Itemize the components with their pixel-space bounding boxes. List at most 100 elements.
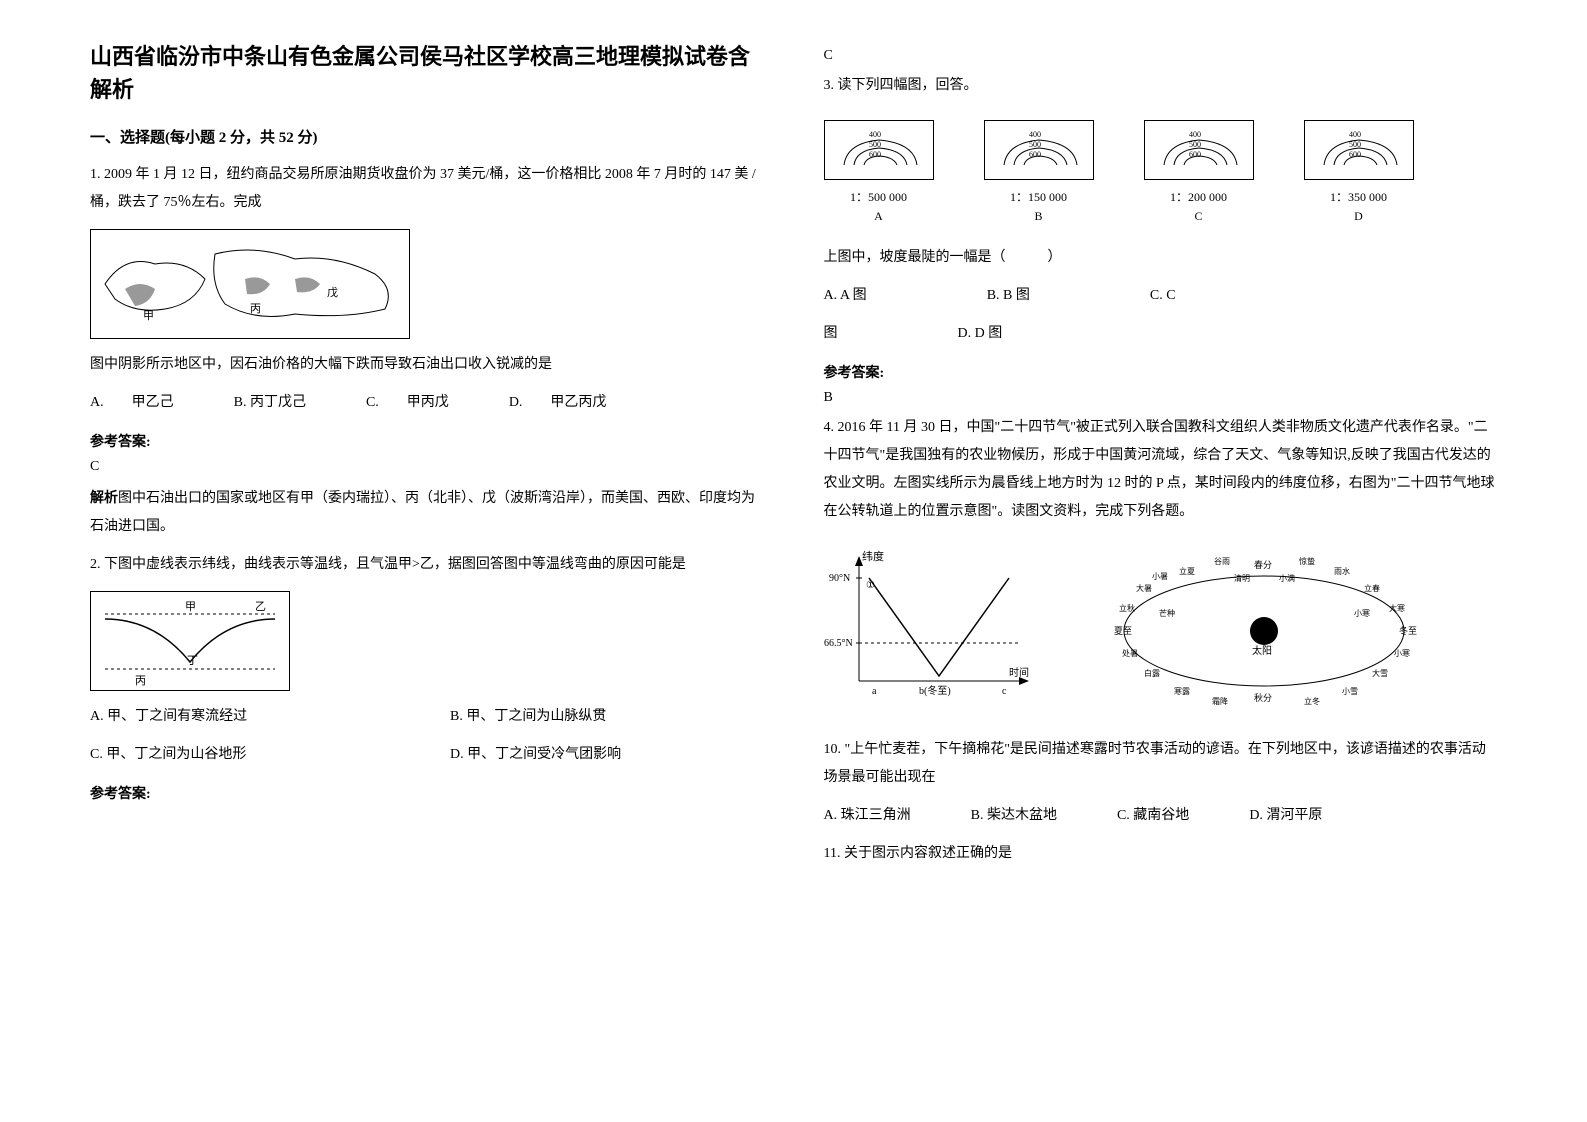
q3-optD: D. D 图 [958, 320, 1003, 348]
svg-text:小暑: 小暑 [1152, 572, 1168, 581]
q2-options-row2: C. 甲、丁之间为山谷地形 D. 甲、丁之间受冷气团影响 [90, 741, 764, 769]
svg-text:惊蛰: 惊蛰 [1299, 556, 1315, 566]
q3-answer-label: 参考答案: [824, 362, 1498, 382]
svg-text:丁: 丁 [187, 655, 198, 667]
q1-stem: 1. 2009 年 1 月 12 日，纽约商品交易所原油期货收盘价为 37 美元… [90, 161, 764, 217]
svg-text:立春: 立春 [1364, 583, 1380, 593]
svg-text:太阳: 太阳 [1252, 644, 1272, 657]
q3-stem: 3. 读下列四幅图，回答。 [824, 72, 1498, 100]
label-D: D [1304, 209, 1414, 224]
svg-text:400: 400 [1189, 130, 1201, 139]
scale-B: 1：150 000 [984, 188, 1094, 205]
svg-text:丙: 丙 [250, 303, 261, 315]
svg-text:夏至: 夏至 [1114, 626, 1132, 636]
q3-answer: B [824, 390, 1498, 406]
contour-box-A: 400 500 600 [824, 120, 934, 180]
svg-text:乙: 乙 [255, 600, 266, 613]
q3-contour-group: 400 500 600 1：500 000 A 400 500 600 1：15… [824, 120, 1498, 224]
svg-text:清明: 清明 [1234, 573, 1250, 583]
q4-figures: 纬度 90°N 66.5°N ① 时间 a b(冬至) c 太阳 [824, 546, 1498, 716]
label-B: B [984, 209, 1094, 224]
svg-text:400: 400 [1029, 130, 1041, 139]
svg-text:寒露: 寒露 [1174, 686, 1190, 696]
svg-text:a: a [872, 686, 877, 697]
q1-map-figure: 甲 丙 戊 [90, 229, 410, 339]
svg-text:600: 600 [1029, 150, 1041, 159]
contour-box-B: 400 500 600 [984, 120, 1094, 180]
q2-answer: C [824, 48, 1498, 64]
q1-after-fig: 图中阴影所示地区中，因石油价格的大幅下跌而导致石油出口收入锐减的是 [90, 351, 764, 379]
contour-D: 400 500 600 1：350 000 D [1304, 120, 1414, 224]
svg-text:①: ① [866, 580, 875, 591]
contour-box-C: 400 500 600 [1144, 120, 1254, 180]
svg-text:500: 500 [1029, 140, 1041, 149]
svg-text:600: 600 [869, 150, 881, 159]
svg-text:600: 600 [1189, 150, 1201, 159]
q2-stem: 2. 下图中虚线表示纬线，曲线表示等温线，且气温甲>乙，据图回答图中等温线弯曲的… [90, 551, 764, 579]
right-column: C 3. 读下列四幅图，回答。 400 500 600 1：500 000 A [794, 40, 1528, 1082]
q2-figure: 甲 乙 丙 丁 [90, 591, 290, 691]
svg-text:小满: 小满 [1279, 573, 1295, 583]
q4-left-figure: 纬度 90°N 66.5°N ① 时间 a b(冬至) c [824, 546, 1044, 706]
svg-text:c: c [1002, 686, 1007, 697]
scale-D: 1：350 000 [1304, 188, 1414, 205]
q10-optB: B. 柴达木盆地 [971, 802, 1057, 830]
q1-answer: C [90, 459, 764, 475]
svg-text:雨水: 雨水 [1334, 566, 1350, 576]
q3-question: 上图中，坡度最陡的一幅是（ ） [824, 244, 1498, 272]
explain-bold: 解析 [90, 491, 118, 506]
q10-optD: D. 渭河平原 [1249, 802, 1322, 830]
contour-C: 400 500 600 1：200 000 C [1144, 120, 1254, 224]
q1-optB: B. 丙丁戊己 [234, 389, 306, 417]
svg-text:大暑: 大暑 [1136, 583, 1152, 593]
exam-title: 山西省临汾市中条山有色金属公司侯马社区学校高三地理模拟试卷含解析 [90, 40, 764, 106]
svg-text:时间: 时间 [1009, 666, 1029, 679]
q1-explain: 解析图中石油出口的国家或地区有甲（委内瑞拉）、丙（北非）、戊（波斯湾沿岸），而美… [90, 485, 764, 541]
svg-text:90°N: 90°N [829, 573, 850, 584]
q1-answer-label: 参考答案: [90, 431, 764, 451]
svg-text:大寒: 大寒 [1389, 603, 1405, 613]
q1-optA: A. 甲乙己 [90, 389, 174, 417]
svg-text:白露: 白露 [1144, 668, 1160, 678]
svg-text:春分: 春分 [1254, 559, 1272, 570]
q10-stem: 10. "上午忙麦茬，下午摘棉花"是民间描述寒露时节农事活动的谚语。在下列地区中… [824, 736, 1498, 792]
q1-options: A. 甲乙己 B. 丙丁戊己 C. 甲丙戊 D. 甲乙丙戊 [90, 389, 764, 417]
contour-B: 400 500 600 1：150 000 B [984, 120, 1094, 224]
svg-text:立冬: 立冬 [1304, 696, 1320, 706]
q3-options-2: 图 D. D 图 [824, 320, 1498, 348]
left-column: 山西省临汾市中条山有色金属公司侯马社区学校高三地理模拟试卷含解析 一、选择题(每… [60, 40, 794, 1082]
q4-right-figure: 太阳 春分 冬至 秋分 夏至 谷雨 立夏 惊蛰 雨水 立春 大寒 小寒 大雪 小… [1104, 546, 1424, 716]
svg-text:谷雨: 谷雨 [1214, 557, 1230, 566]
svg-text:秋分: 秋分 [1254, 692, 1272, 703]
svg-text:立夏: 立夏 [1179, 566, 1195, 576]
svg-text:500: 500 [869, 140, 881, 149]
svg-text:甲: 甲 [143, 310, 154, 322]
svg-text:立秋: 立秋 [1119, 603, 1135, 613]
label-A: A [824, 209, 934, 224]
svg-text:600: 600 [1349, 150, 1361, 159]
q10-optA: A. 珠江三角洲 [824, 802, 911, 830]
svg-text:500: 500 [1349, 140, 1361, 149]
q3-optA: A. A 图 [824, 282, 867, 310]
q11-stem: 11. 关于图示内容叙述正确的是 [824, 840, 1498, 868]
svg-text:小雪: 小雪 [1342, 687, 1358, 696]
svg-text:纬度: 纬度 [862, 549, 884, 563]
svg-text:66.5°N: 66.5°N [824, 638, 853, 649]
q2-optD: D. 甲、丁之间受冷气团影响 [450, 741, 621, 769]
q1-optC: C. 甲丙戊 [366, 389, 449, 417]
q2-answer-label: 参考答案: [90, 783, 764, 803]
q2-options-row1: A. 甲、丁之间有寒流经过 B. 甲、丁之间为山脉纵贯 [90, 703, 764, 731]
svg-text:甲: 甲 [185, 601, 196, 613]
q4-stem: 4. 2016 年 11 月 30 日，中国"二十四节气"被正式列入联合国教科文… [824, 414, 1498, 526]
scale-A: 1：500 000 [824, 188, 934, 205]
section-header: 一、选择题(每小题 2 分，共 52 分) [90, 126, 764, 147]
svg-text:芒种: 芒种 [1159, 608, 1175, 618]
q2-optB: B. 甲、丁之间为山脉纵贯 [450, 703, 606, 731]
svg-text:戊: 戊 [327, 286, 338, 299]
q3-options: A. A 图 B. B 图 C. C [824, 282, 1498, 310]
q2-optC: C. 甲、丁之间为山谷地形 [90, 741, 390, 769]
svg-text:小寒: 小寒 [1394, 648, 1410, 658]
svg-text:400: 400 [869, 130, 881, 139]
svg-text:400: 400 [1349, 130, 1361, 139]
q10-options: A. 珠江三角洲 B. 柴达木盆地 C. 藏南谷地 D. 渭河平原 [824, 802, 1498, 830]
